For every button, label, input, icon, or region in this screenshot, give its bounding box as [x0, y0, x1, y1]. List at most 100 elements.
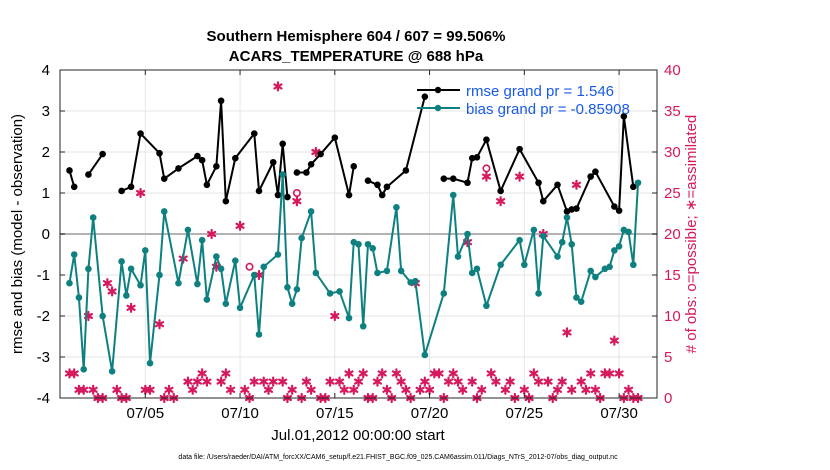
rmse-point: [303, 169, 310, 176]
legend-bias-label: bias grand pr = -0.85908: [466, 101, 630, 118]
obs-assimilated-point: [358, 368, 368, 379]
obs-assimilated-point: [207, 228, 217, 240]
rmse-line: [87, 153, 104, 176]
y-axis-label: rmse and bias (model - observation): [9, 114, 26, 354]
bias-point: [568, 240, 576, 248]
obs-assimilated-point: [557, 376, 567, 387]
x-tick-label: 07/05: [127, 405, 165, 422]
obs-assimilated-point: [382, 384, 392, 395]
obs-assimilated-point: [543, 376, 553, 387]
bias-point: [483, 302, 490, 310]
obs-assimilated-point: [576, 376, 586, 387]
rmse-point: [279, 140, 286, 148]
obs-assimilated-point: [192, 376, 202, 387]
rmse-point: [464, 179, 471, 187]
obs-assimilated-point: [145, 384, 155, 395]
obs-assimilated-point: [268, 376, 278, 387]
bias-point: [137, 281, 144, 289]
bias-point: [535, 290, 542, 297]
obs-assimilated-point: [614, 368, 624, 379]
obs-assimilated-point: [552, 384, 563, 395]
obs-assimilated-point: [197, 368, 207, 379]
rmse-point: [473, 154, 481, 161]
rmse-point: [85, 171, 92, 178]
bias-point: [312, 269, 320, 277]
tick-marks: [60, 69, 657, 399]
bias-point: [298, 234, 305, 242]
left-axis-ticks: -4 -3 -2 -1 0 1 2 3 4: [37, 62, 50, 407]
obs-assimilated-point: [567, 384, 577, 395]
bias-point: [539, 232, 547, 240]
bias-point: [440, 290, 448, 297]
obs-possible-point: [482, 164, 491, 173]
obs-assimilated-point: [443, 376, 454, 387]
obs-assimilated-point: [448, 368, 458, 379]
rmse-point: [611, 203, 618, 210]
y2-tick-label: 20: [664, 226, 681, 243]
bias-point: [198, 236, 206, 244]
bias-point: [383, 267, 391, 275]
bias-point: [194, 280, 201, 288]
rmse-point: [440, 175, 448, 182]
obs-assimilated-point: [562, 327, 572, 338]
obs-assimilated-point: [126, 302, 136, 313]
obs-assimilated-point: [486, 368, 496, 379]
rmse-point: [402, 167, 410, 174]
bias-point: [454, 253, 462, 260]
obs-assimilated-point: [330, 310, 340, 322]
obs-assimilated-point: [586, 368, 596, 379]
y2-tick-label: 0: [664, 390, 672, 407]
rmse-point: [516, 145, 523, 153]
obs-assimilated-point: [225, 384, 236, 395]
data-layer: [64, 81, 643, 404]
legend-rmse-label: rmse grand pr = 1.546: [466, 83, 614, 100]
bias-point: [374, 269, 381, 277]
obs-assimilated-point: [273, 81, 283, 92]
rmse-point: [620, 113, 628, 120]
bias-point: [592, 273, 599, 281]
obs-assimilated-point: [301, 376, 311, 387]
rmse-point: [364, 177, 372, 184]
rmse-point: [449, 175, 457, 182]
bias-point: [284, 284, 291, 291]
obs-assimilated-point: [221, 368, 231, 379]
bias-point: [364, 240, 372, 248]
rmse-point: [421, 93, 429, 100]
y-tick-label: 0: [42, 226, 50, 243]
rmse-point: [307, 161, 315, 168]
bias-point: [260, 263, 268, 271]
chart-subtitle: ACARS_TEMPERATURE @ 688 hPa: [229, 48, 484, 65]
rmse-point: [535, 179, 542, 187]
obs-assimilated-point: [306, 384, 316, 395]
rmse-point: [217, 97, 225, 105]
rmse-point: [317, 150, 324, 158]
bias-point: [146, 359, 154, 367]
bias-point: [530, 226, 538, 234]
bias-point: [127, 265, 135, 273]
rmse-point: [592, 168, 599, 175]
rmse-point: [269, 158, 277, 166]
obs-assimilated-point: [477, 384, 487, 395]
obs-assimilated-point: [235, 220, 245, 231]
obs-assimilated-point: [623, 384, 634, 395]
x-tick-label: 07/30: [600, 405, 638, 422]
bias-point: [89, 214, 97, 221]
y2-axis-label: # of obs: o=possible; ∗=assimilated: [683, 115, 700, 354]
bias-point: [99, 312, 106, 320]
y-tick-label: -2: [37, 308, 50, 325]
chart-title: Southern Hemisphere 604 / 607 = 99.506%: [207, 28, 506, 45]
obs-assimilated-point: [107, 286, 117, 297]
rmse-point: [175, 165, 182, 172]
bias-point: [473, 265, 481, 273]
obs-assimilated-point: [533, 376, 544, 387]
rmse-point: [137, 130, 144, 137]
obs-assimilated-point: [287, 384, 297, 395]
bias-point: [563, 214, 571, 221]
bias-point: [70, 251, 78, 258]
rmse-point: [127, 183, 135, 191]
obs-assimilated-point: [481, 171, 492, 182]
rmse-point: [630, 183, 637, 191]
obs-possible-point: [245, 262, 254, 271]
rmse-point: [203, 181, 211, 189]
